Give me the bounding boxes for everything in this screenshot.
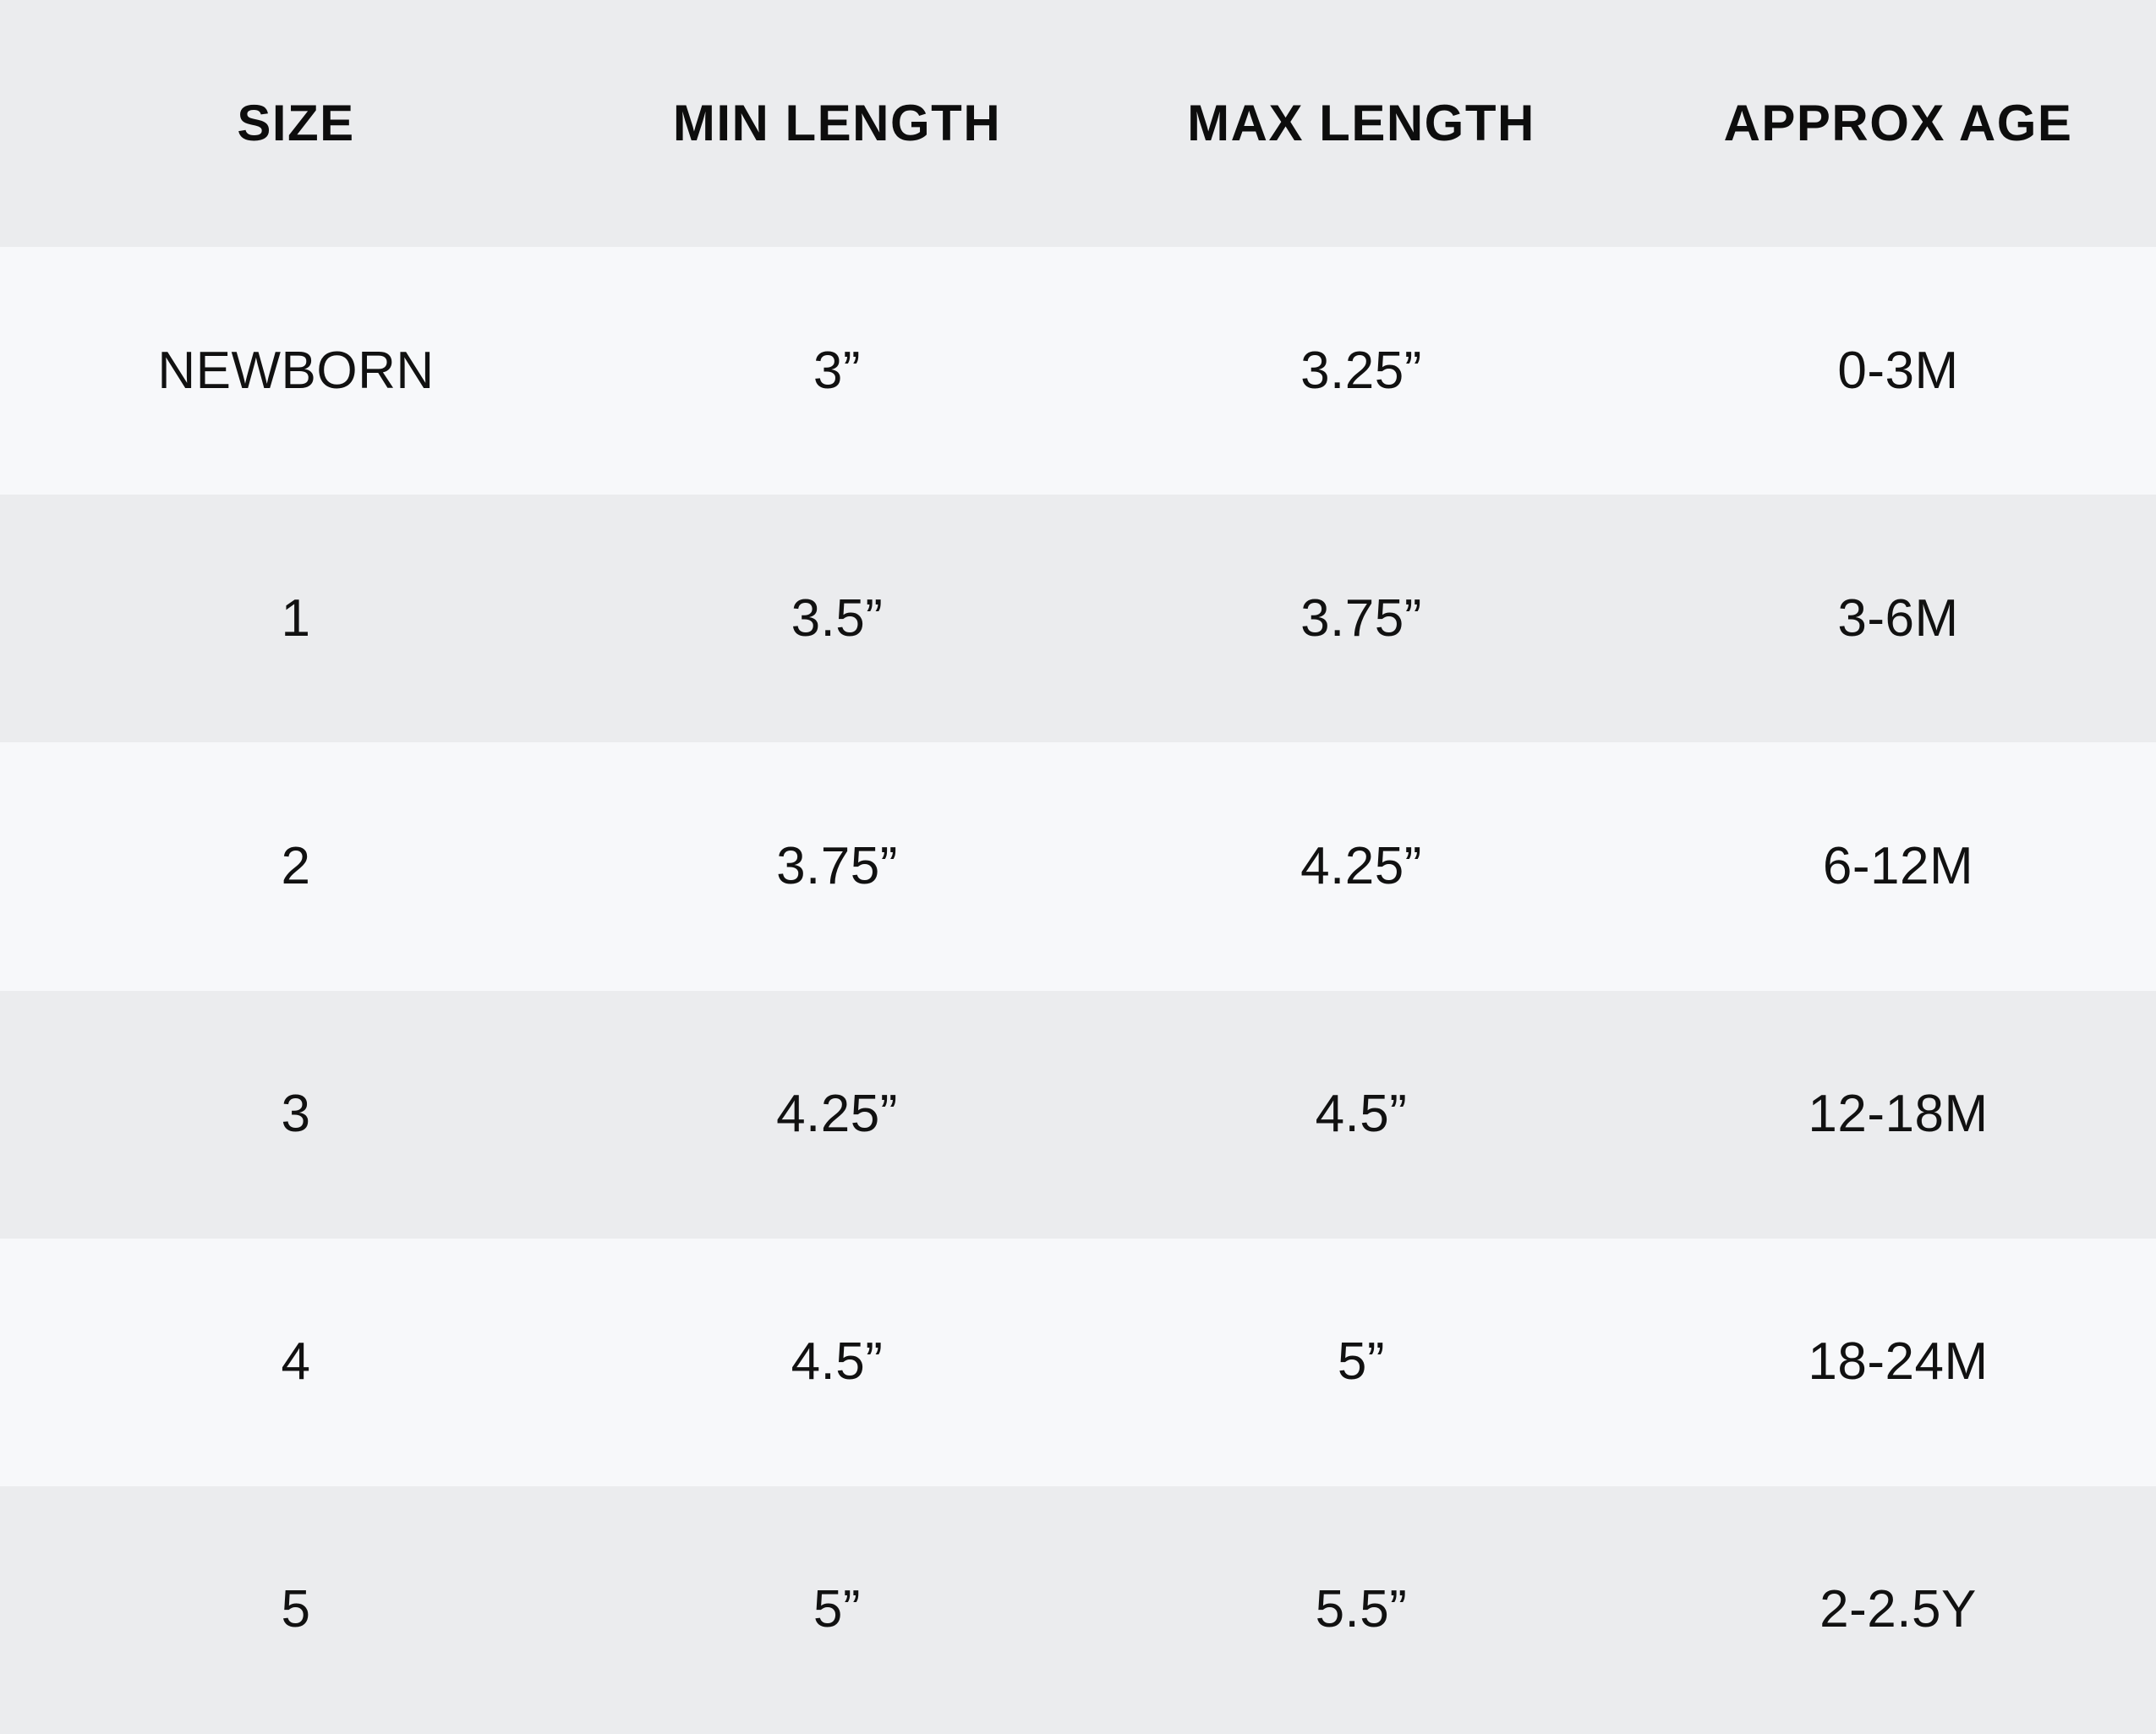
cell-min-length: 3” bbox=[813, 341, 862, 400]
cell-max-length: 5” bbox=[1337, 1332, 1386, 1392]
cell-approx-age: 12-18M bbox=[1808, 1085, 1989, 1144]
cell-size: NEWBORN bbox=[157, 341, 435, 400]
cell-size: 2 bbox=[281, 836, 311, 895]
table-row: 2 3.75” 4.25” 6-12M bbox=[0, 742, 2156, 991]
cell-approx-age: 2-2.5Y bbox=[1819, 1580, 1977, 1639]
column-header-max-length: MAX LENGTH bbox=[1187, 95, 1535, 151]
cell-size: 1 bbox=[281, 588, 311, 648]
cell-size: 5 bbox=[281, 1580, 311, 1639]
cell-max-length: 3.25” bbox=[1300, 341, 1422, 400]
cell-max-length: 4.25” bbox=[1300, 836, 1422, 895]
cell-min-length: 4.5” bbox=[791, 1332, 884, 1392]
table-row: 3 4.25” 4.5” 12-18M bbox=[0, 990, 2156, 1239]
cell-min-length: 4.25” bbox=[776, 1085, 898, 1144]
cell-min-length: 5” bbox=[813, 1580, 862, 1639]
cell-approx-age: 6-12M bbox=[1822, 836, 1974, 895]
column-header-size: SIZE bbox=[237, 95, 355, 151]
table-row: 5 5” 5.5” 2-2.5Y bbox=[0, 1485, 2156, 1734]
cell-approx-age: 0-3M bbox=[1837, 341, 1959, 400]
cell-min-length: 3.5” bbox=[791, 588, 884, 648]
column-header-approx-age: APPROX AGE bbox=[1723, 95, 2073, 151]
cell-max-length: 4.5” bbox=[1315, 1085, 1408, 1144]
table-row: 1 3.5” 3.75” 3-6M bbox=[0, 495, 2156, 743]
cell-max-length: 5.5” bbox=[1315, 1580, 1408, 1639]
cell-min-length: 3.75” bbox=[776, 836, 898, 895]
table-header-row: SIZE MIN LENGTH MAX LENGTH APPROX AGE bbox=[0, 0, 2156, 247]
cell-approx-age: 18-24M bbox=[1808, 1332, 1989, 1392]
cell-max-length: 3.75” bbox=[1300, 588, 1422, 648]
cell-size: 4 bbox=[281, 1332, 311, 1392]
column-header-min-length: MIN LENGTH bbox=[672, 95, 1002, 151]
cell-size: 3 bbox=[281, 1085, 311, 1144]
cell-approx-age: 3-6M bbox=[1837, 588, 1959, 648]
table-row: NEWBORN 3” 3.25” 0-3M bbox=[0, 247, 2156, 495]
table-row: 4 4.5” 5” 18-24M bbox=[0, 1238, 2156, 1486]
